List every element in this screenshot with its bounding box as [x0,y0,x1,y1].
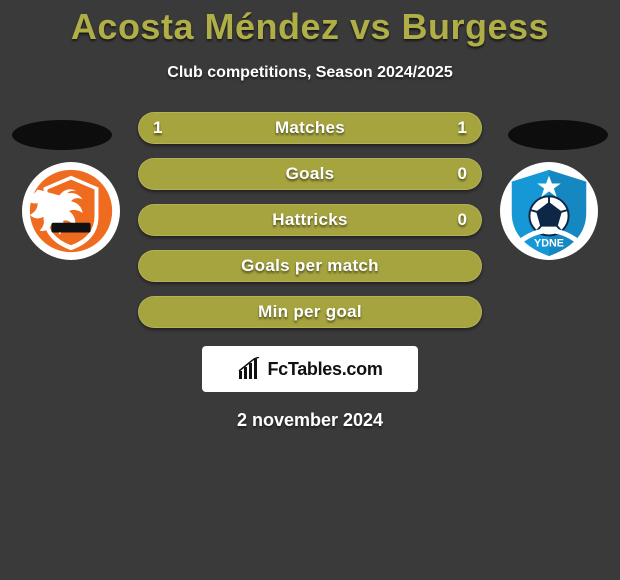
comparison-infographic: Acosta Méndez vs Burgess Club competitio… [0,0,620,580]
sydney-fc-icon: YDNE [500,162,598,260]
stat-value-right: 1 [444,113,481,143]
stat-value-right [453,251,481,281]
svg-text:YDNE: YDNE [534,237,564,249]
date-text: 2 november 2024 [0,410,620,431]
brisbane-roar-icon [22,162,120,260]
player-shadow-right [508,120,608,150]
stat-label: Min per goal [139,297,481,327]
stat-value-right: 0 [444,205,481,235]
stat-label: Goals per match [139,251,481,281]
stat-bars: 1 Matches 1 Goals 0 Hattricks 0 Goals pe… [138,112,482,328]
brand-text: FcTables.com [267,359,382,380]
page-title: Acosta Méndez vs Burgess [0,6,620,48]
arena: YDNE 1 Matches 1 Goals 0 Hattricks 0 Goa… [0,112,620,328]
player-shadow-left [12,120,112,150]
team-crest-right: YDNE [500,162,598,260]
team-crest-left [22,162,120,260]
subtitle: Club competitions, Season 2024/2025 [0,64,620,82]
stat-value-right: 0 [444,159,481,189]
stat-bar-min-per-goal: Min per goal [138,296,482,328]
stat-bar-matches: 1 Matches 1 [138,112,482,144]
stat-label: Goals [139,159,481,189]
stat-label: Matches [139,113,481,143]
bar-chart-icon [237,357,261,381]
stat-label: Hattricks [139,205,481,235]
stat-bar-goals-per-match: Goals per match [138,250,482,282]
stat-value-right [453,297,481,327]
stat-bar-goals: Goals 0 [138,158,482,190]
stat-bar-hattricks: Hattricks 0 [138,204,482,236]
brand-badge: FcTables.com [202,346,418,392]
